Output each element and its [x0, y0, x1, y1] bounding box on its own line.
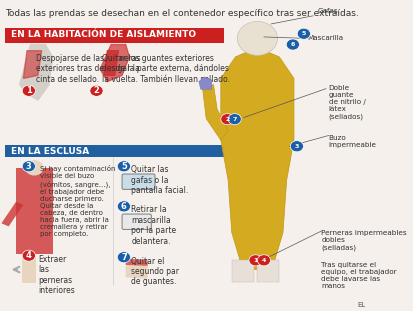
Polygon shape	[21, 256, 36, 283]
Text: 7: 7	[121, 253, 126, 262]
Circle shape	[117, 252, 130, 263]
Circle shape	[290, 141, 303, 152]
Circle shape	[297, 28, 310, 39]
Circle shape	[285, 39, 299, 50]
Text: 2: 2	[225, 117, 229, 122]
Text: 5: 5	[121, 162, 126, 171]
Polygon shape	[202, 85, 228, 140]
FancyBboxPatch shape	[5, 145, 224, 157]
Text: 4: 4	[26, 251, 32, 260]
Circle shape	[90, 85, 103, 96]
Text: Mascarilla: Mascarilla	[306, 35, 342, 41]
Circle shape	[117, 161, 130, 172]
Circle shape	[22, 161, 36, 172]
Text: Todas las prendas se desechan en el contenedor específico tras ser extraídas.: Todas las prendas se desechan en el cont…	[5, 9, 358, 18]
FancyBboxPatch shape	[122, 214, 151, 230]
Polygon shape	[198, 77, 211, 89]
Text: Quitar las
gafas o la
pantalla facial.: Quitar las gafas o la pantalla facial.	[131, 165, 188, 195]
Circle shape	[257, 255, 270, 266]
Circle shape	[220, 114, 233, 125]
Text: EN LA HABITACIÓN DE AISLAMIENTO: EN LA HABITACIÓN DE AISLAMIENTO	[10, 30, 195, 39]
Polygon shape	[126, 260, 147, 279]
Text: Si hay contaminación
visible del buzo
(vómitos, sangre...),
el trabajador debe
d: Si hay contaminación visible del buzo (v…	[40, 165, 115, 237]
Polygon shape	[104, 51, 118, 75]
Text: EL: EL	[356, 302, 364, 308]
Text: 3: 3	[294, 144, 298, 149]
Circle shape	[22, 250, 36, 261]
Circle shape	[25, 160, 43, 175]
Polygon shape	[100, 44, 129, 81]
Text: 2: 2	[93, 86, 99, 95]
Polygon shape	[126, 259, 147, 266]
Text: 1: 1	[26, 86, 32, 95]
Polygon shape	[23, 51, 42, 78]
Text: Tras quitarse el
equipo, el trabajador
debe lavarse las
manos: Tras quitarse el equipo, el trabajador d…	[320, 262, 396, 289]
FancyBboxPatch shape	[5, 28, 224, 43]
Text: Quitar los guantes exteriores
desde la parte externa, dándoles
la vuelta. Tambié: Quitar los guantes exteriores desde la p…	[102, 54, 229, 84]
FancyBboxPatch shape	[122, 174, 154, 189]
Text: EN LA ESCLUSA: EN LA ESCLUSA	[10, 147, 88, 156]
Polygon shape	[20, 44, 52, 100]
Text: 4: 4	[261, 258, 266, 263]
Polygon shape	[257, 260, 279, 282]
Text: 6: 6	[121, 202, 126, 211]
Text: Doble
guante
de nitrilo /
látex
(sellados): Doble guante de nitrilo / látex (sellado…	[328, 85, 365, 120]
Polygon shape	[231, 260, 253, 282]
Text: Buzo
impermeable: Buzo impermeable	[328, 135, 376, 147]
Polygon shape	[1, 202, 23, 226]
Text: Despojarse de las perneras
exteriores tras despegar la
cinta de sellado.: Despojarse de las perneras exteriores tr…	[36, 54, 140, 84]
Circle shape	[248, 255, 261, 266]
Text: Quitar el
segundo par
de guantes.: Quitar el segundo par de guantes.	[131, 257, 179, 286]
Circle shape	[117, 201, 130, 212]
Text: Extraer
las
perneras
interiores: Extraer las perneras interiores	[38, 255, 74, 295]
Circle shape	[228, 114, 241, 125]
Polygon shape	[220, 48, 293, 270]
Text: 5: 5	[301, 31, 305, 36]
Text: 3: 3	[26, 162, 32, 171]
Text: Retirar la
mascarilla
por la parte
delantera.: Retirar la mascarilla por la parte delan…	[131, 206, 176, 246]
Text: Gafas: Gafas	[317, 8, 337, 14]
Text: Perneras impermeables
dobles
(selladas): Perneras impermeables dobles (selladas)	[320, 230, 406, 251]
Text: 6: 6	[290, 42, 294, 47]
Circle shape	[22, 85, 36, 96]
Circle shape	[237, 21, 277, 55]
Polygon shape	[16, 168, 52, 254]
Text: 7: 7	[232, 117, 236, 122]
Text: 1: 1	[253, 258, 257, 263]
